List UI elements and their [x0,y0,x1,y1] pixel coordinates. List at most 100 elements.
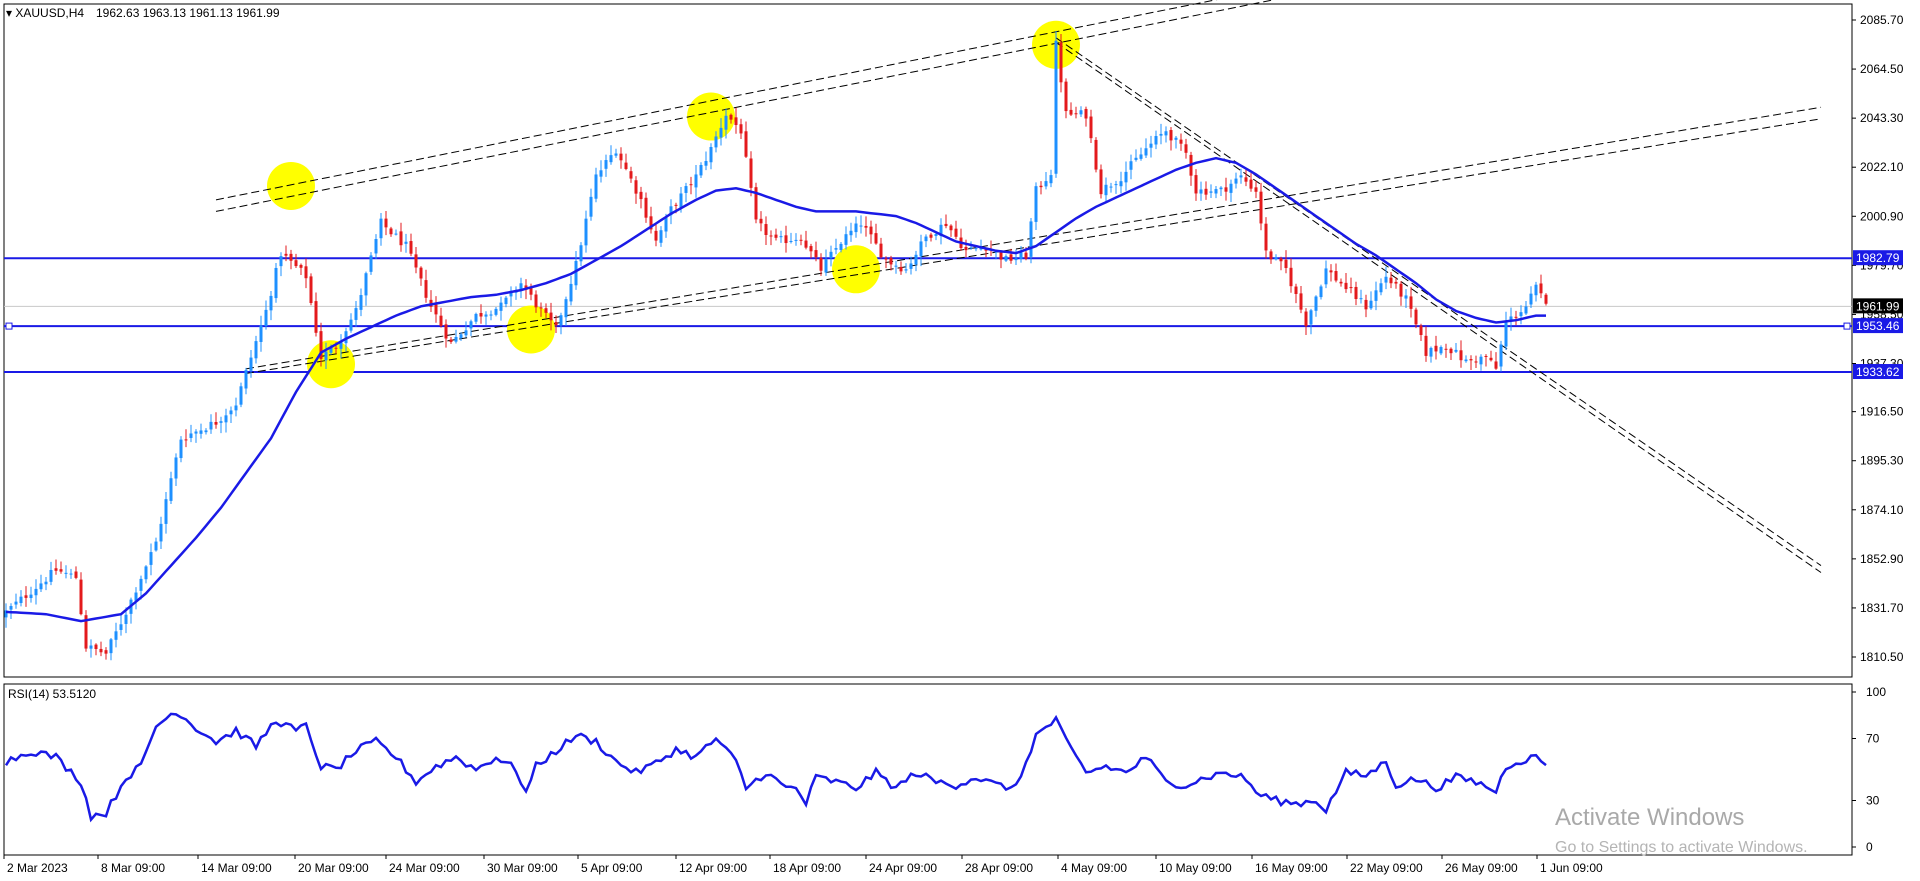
level-anchor-left[interactable] [5,322,13,330]
horizontal-level-label: 1953.46 [1856,319,1900,333]
candle-body [1534,284,1538,296]
candle-body [944,223,948,227]
candle-body [1369,300,1373,309]
price-y-tick-label: 2043.30 [1860,111,1904,125]
candle-body [679,193,683,208]
price-pane-frame [3,3,1853,678]
candle-body [1164,131,1168,136]
candle-body [654,230,658,241]
time-x-tick-label: 18 Apr 09:00 [773,861,841,875]
candle-body [1474,361,1478,363]
rsi-y-tick-label: 0 [1866,840,1873,854]
candle-body [1304,311,1308,327]
candle-body [144,566,148,580]
candle-body [9,606,13,610]
candle-body [244,370,248,389]
candle-body [299,264,303,268]
chart-header-symbol: ▾ XAUUSD,H4 [6,6,84,20]
trendline[interactable] [245,106,1822,370]
candle-body [1434,345,1438,352]
candle-body [119,624,123,630]
candle-body [969,247,973,249]
candle-body [469,321,473,329]
candle-body [584,218,588,246]
candle-body [644,197,648,218]
candle-body [779,236,783,238]
horizontal-level-tag [1853,250,1903,266]
price-y-tick-label: 1810.50 [1860,650,1904,664]
candle-body [1259,191,1263,224]
time-x-tick-label: 24 Mar 09:00 [389,861,460,875]
candle-body [354,308,358,320]
candle-body [1499,344,1503,367]
candle-body [199,430,203,434]
candle-body [929,234,933,238]
candle-body [1334,271,1338,281]
trendline[interactable] [215,0,1396,212]
candle-body [899,266,903,272]
candle-body [1039,185,1043,188]
candle-body [1444,348,1448,350]
candle-body [1289,267,1293,287]
time-x-tick-label: 1 Jun 09:00 [1540,861,1603,875]
rsi-y-axis: 100 70 30 0 [1852,685,1886,854]
candle-body [289,253,293,261]
candle-body [1079,110,1083,115]
candle-body [1529,293,1533,305]
candle-body [1294,286,1298,294]
candle-body [1429,347,1433,357]
candle-body [184,439,188,441]
candle-body [359,295,363,310]
price-y-tick-label: 1895.30 [1860,454,1904,468]
candle-body [84,615,88,649]
candle-body [689,184,693,186]
candle-body [829,251,833,259]
level-anchor-right[interactable] [1843,322,1851,330]
candle-body [1314,296,1318,311]
candle-body [109,639,113,654]
candle-body [1264,223,1268,251]
candle-body [1449,348,1453,354]
time-x-tick-label: 26 May 09:00 [1445,861,1518,875]
candle-body [59,569,63,572]
price-y-tick-label: 1831.70 [1860,601,1904,615]
candle-body [1519,312,1523,317]
candle-body [714,136,718,148]
trendline[interactable] [215,0,1396,201]
candle-body [559,315,563,326]
price-y-tick-label: 1852.90 [1860,552,1904,566]
price-y-tick-label: 2085.70 [1860,13,1904,27]
candle-body [394,233,398,235]
candle-body [234,405,238,411]
candle-body [1354,286,1358,300]
candle-body [949,225,953,231]
candle-body [1384,276,1388,283]
candle-body [1394,281,1398,284]
horizontal-levels: 1982.79 1953.46 1933.62 [4,250,1903,380]
candle-body [1409,296,1413,309]
candle-body [19,596,23,604]
candle-body [839,243,843,251]
candle-body [374,239,378,254]
candle-body [1159,133,1163,136]
candle-body [204,430,208,433]
candle-body [14,601,18,605]
candle-body [1029,221,1033,257]
candles [4,31,1548,661]
candle-body [179,439,183,459]
candle-body [314,301,318,333]
candle-body [1239,175,1243,178]
candle-body [424,280,428,298]
candle-body [349,319,353,331]
trendline[interactable] [1055,42,1822,573]
candle-body [249,357,253,371]
candle-body [274,267,278,299]
candle-body [1339,281,1343,284]
candle-body [694,174,698,188]
trendline[interactable] [1055,37,1822,566]
candle-body [1094,139,1098,170]
candle-body [1049,175,1053,184]
candle-body [384,218,388,228]
